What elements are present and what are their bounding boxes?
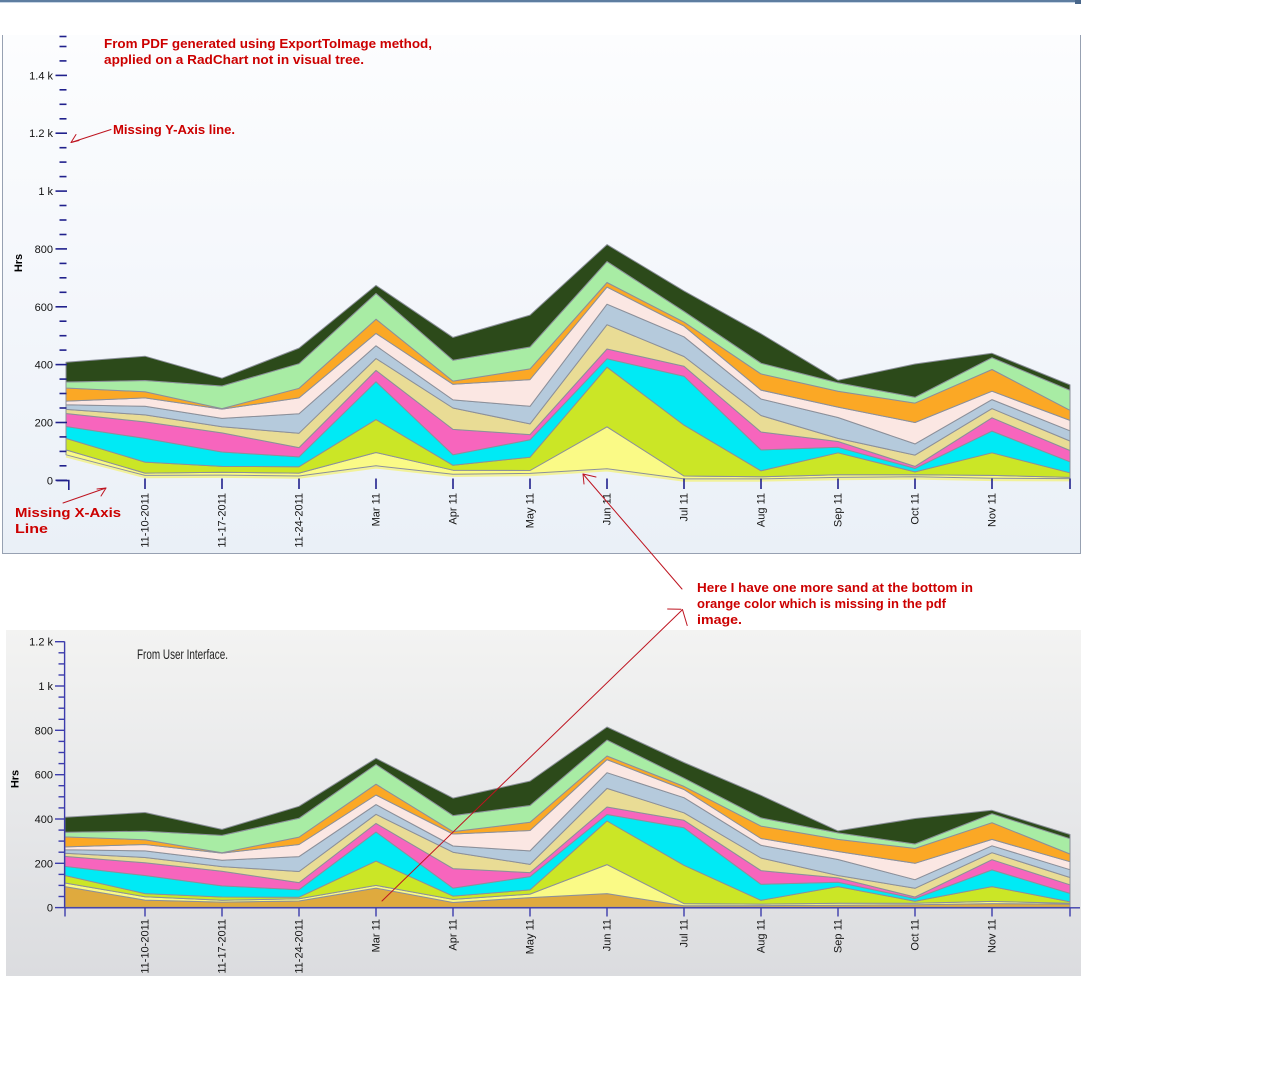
- svg-text:Sep 11: Sep 11: [833, 493, 845, 527]
- svg-text:400: 400: [35, 814, 53, 826]
- svg-text:May 11: May 11: [525, 919, 537, 954]
- svg-text:11-24-2011: 11-24-2011: [294, 919, 306, 974]
- svg-text:Aug 11: Aug 11: [756, 493, 768, 527]
- svg-text:Jun 11: Jun 11: [602, 493, 614, 525]
- svg-text:11-17-2011: 11-17-2011: [217, 493, 229, 548]
- svg-text:Apr 11: Apr 11: [448, 493, 460, 525]
- svg-text:Nov 11: Nov 11: [987, 493, 999, 527]
- svg-text:1 k: 1 k: [38, 186, 53, 198]
- svg-text:11-24-2011: 11-24-2011: [294, 493, 306, 548]
- svg-text:Oct 11: Oct 11: [910, 919, 922, 951]
- svg-text:Hrs: Hrs: [13, 254, 25, 272]
- svg-text:1 k: 1 k: [38, 681, 53, 693]
- svg-text:Missing Y-Axis line.: Missing Y-Axis line.: [113, 122, 235, 137]
- svg-text:Line: Line: [15, 521, 48, 536]
- svg-text:800: 800: [35, 244, 53, 256]
- svg-text:Mar 11: Mar 11: [371, 919, 383, 952]
- svg-text:Mar 11: Mar 11: [371, 493, 383, 526]
- svg-text:200: 200: [35, 858, 53, 870]
- svg-text:1.2 k: 1.2 k: [29, 637, 53, 649]
- svg-text:400: 400: [35, 360, 53, 372]
- svg-text:1.2 k: 1.2 k: [29, 128, 53, 140]
- svg-text:200: 200: [35, 418, 53, 430]
- svg-text:Nov 11: Nov 11: [987, 919, 999, 953]
- svg-text:Jul 11: Jul 11: [679, 493, 691, 522]
- svg-text:1.4 k: 1.4 k: [29, 70, 53, 82]
- svg-text:800: 800: [35, 725, 53, 737]
- svg-text:0: 0: [47, 903, 53, 915]
- svg-text:600: 600: [35, 770, 53, 782]
- svg-text:11-17-2011: 11-17-2011: [217, 919, 229, 974]
- svg-text:orange color which is missing: orange color which is missing in the pdf: [697, 596, 947, 611]
- svg-text:11-10-2011: 11-10-2011: [140, 919, 152, 974]
- svg-text:Aug 11: Aug 11: [756, 919, 768, 953]
- svg-text:600: 600: [35, 302, 53, 314]
- svg-text:From User Interface.: From User Interface.: [137, 646, 228, 662]
- svg-text:Apr 11: Apr 11: [448, 919, 460, 951]
- svg-text:May 11: May 11: [525, 493, 537, 528]
- svg-text:Hrs: Hrs: [10, 770, 22, 788]
- svg-text:Jul 11: Jul 11: [679, 919, 691, 948]
- svg-text:Oct 11: Oct 11: [910, 493, 922, 525]
- svg-text:0: 0: [47, 475, 53, 487]
- svg-text:11-10-2011: 11-10-2011: [140, 493, 152, 548]
- svg-text:Here I have one more sand at t: Here I have one more sand at the bottom …: [697, 580, 973, 595]
- svg-text:Jun 11: Jun 11: [602, 919, 614, 951]
- svg-text:From PDF generated using Expor: From PDF generated using ExportToImage m…: [104, 36, 432, 51]
- svg-text:image.: image.: [697, 612, 742, 627]
- svg-text:applied on a RadChart not in v: applied on a RadChart not in visual tree…: [104, 52, 364, 67]
- svg-text:Missing X-Axis: Missing X-Axis: [15, 505, 121, 520]
- svg-text:Sep 11: Sep 11: [833, 919, 845, 953]
